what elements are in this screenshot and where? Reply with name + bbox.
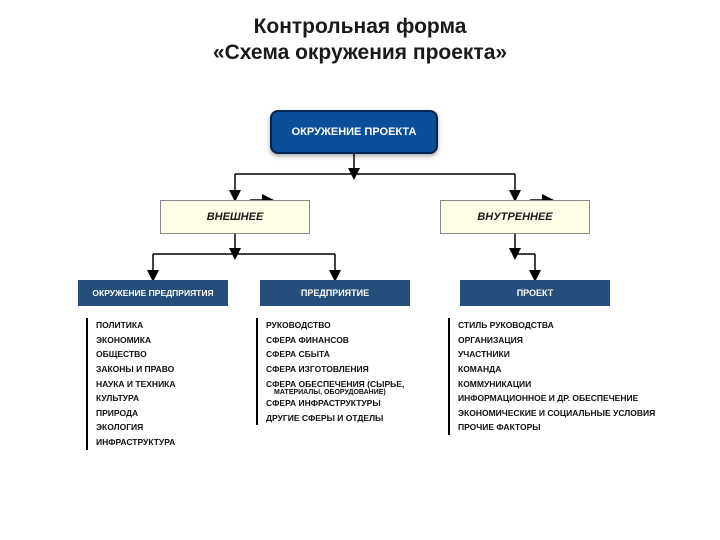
leaf-item: РУКОВОДСТВО (258, 318, 436, 333)
node-external-label: ВНЕШНЕЕ (207, 211, 264, 223)
leaf-item: ДРУГИЕ СФЕРЫ И ОТДЕЛЫ (258, 411, 436, 426)
leaf-item: КОМАНДА (450, 362, 688, 377)
leaf-col-project: СТИЛЬ РУКОВОДСТВАОРГАНИЗАЦИЯУЧАСТНИКИКОМ… (448, 318, 688, 435)
node-root-label: ОКРУЖЕНИЕ ПРОЕКТА (292, 126, 417, 138)
leaf-item: ЭКОНОМИКА (88, 333, 236, 348)
leaf-item: ПРОЧИЕ ФАКТОРЫ (450, 420, 688, 435)
node-enterprise: ПРЕДПРИЯТИЕ (260, 280, 410, 306)
node-project: ПРОЕКТ (460, 280, 610, 306)
node-internal: ВНУТРЕННЕЕ (440, 200, 590, 234)
leaf-item: СТИЛЬ РУКОВОДСТВА (450, 318, 688, 333)
leaf-item: СФЕРА СБЫТА (258, 347, 436, 362)
leaf-item: ИНФОРМАЦИОННОЕ И ДР. ОБЕСПЕЧЕНИЕ (450, 391, 688, 406)
leaf-item: ЭКОЛОГИЯ (88, 420, 236, 435)
leaf-item: ОБЩЕСТВО (88, 347, 236, 362)
leaf-item: СФЕРА ИНФРАСТРУКТУРЫ (258, 396, 436, 411)
node-env-enterprise: ОКРУЖЕНИЕ ПРЕДПРИЯТИЯ (78, 280, 228, 306)
leaf-item: КОММУНИКАЦИИ (450, 377, 688, 392)
leaf-col-env-enterprise: ПОЛИТИКАЭКОНОМИКАОБЩЕСТВОЗАКОНЫ И ПРАВОН… (86, 318, 236, 450)
leaf-item: ИНФРАСТРУКТУРА (88, 435, 236, 450)
leaf-item: КУЛЬТУРА (88, 391, 236, 406)
leaf-item-subnote: МАТЕРИАЛЫ, ОБОРУДОВАНИЕ) (258, 389, 436, 396)
leaf-item: УЧАСТНИКИ (450, 347, 688, 362)
node-root: ОКРУЖЕНИЕ ПРОЕКТА (270, 110, 438, 154)
node-project-label: ПРОЕКТ (517, 288, 554, 298)
node-external: ВНЕШНЕЕ (160, 200, 310, 234)
connectors (0, 0, 720, 540)
leaf-item: НАУКА И ТЕХНИКА (88, 377, 236, 392)
leaf-item: ОРГАНИЗАЦИЯ (450, 333, 688, 348)
leaf-item: ЗАКОНЫ И ПРАВО (88, 362, 236, 377)
diagram-stage: ОКРУЖЕНИЕ ПРОЕКТА ВНЕШНЕЕ ВНУТРЕННЕЕ ОКР… (0, 0, 720, 540)
leaf-item: СФЕРА ИЗГОТОВЛЕНИЯ (258, 362, 436, 377)
leaf-item: СФЕРА ФИНАНСОВ (258, 333, 436, 348)
node-enterprise-label: ПРЕДПРИЯТИЕ (301, 288, 369, 298)
leaf-col-enterprise: РУКОВОДСТВОСФЕРА ФИНАНСОВСФЕРА СБЫТАСФЕР… (256, 318, 436, 425)
leaf-item: ПОЛИТИКА (88, 318, 236, 333)
node-internal-label: ВНУТРЕННЕЕ (477, 211, 552, 223)
leaf-item: ЭКОНОМИЧЕСКИЕ И СОЦИАЛЬНЫЕ УСЛОВИЯ (450, 406, 688, 421)
node-env-enterprise-label: ОКРУЖЕНИЕ ПРЕДПРИЯТИЯ (92, 288, 213, 298)
leaf-item: ПРИРОДА (88, 406, 236, 421)
